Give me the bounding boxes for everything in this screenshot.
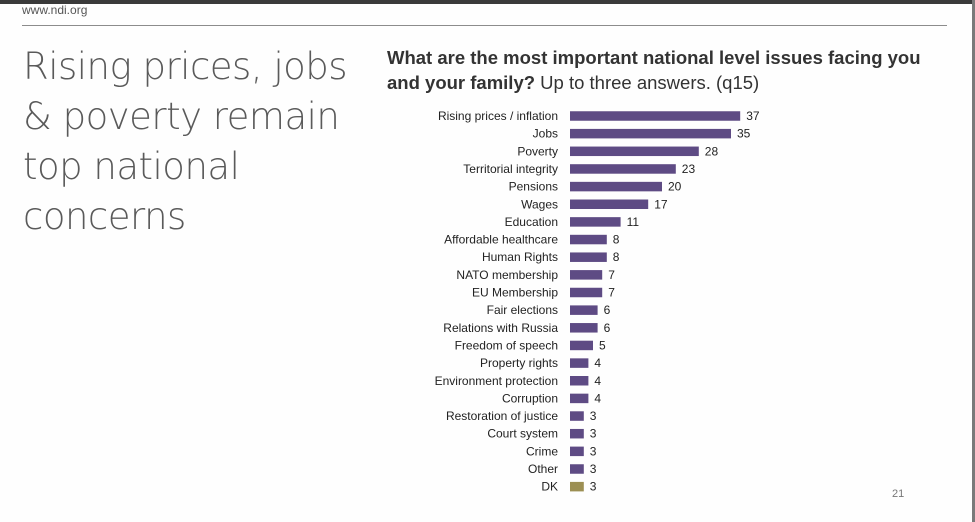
bar-human-rights	[570, 252, 607, 262]
value-label-court-system: 3	[590, 427, 597, 441]
value-label-jobs: 35	[737, 127, 751, 141]
category-label-relations-with-russia: Relations with Russia	[443, 321, 558, 335]
value-label-corruption: 4	[594, 391, 601, 405]
value-label-human-rights: 8	[613, 250, 620, 264]
category-label-education: Education	[505, 215, 558, 229]
window-top-border	[0, 0, 975, 4]
bar-corruption	[570, 393, 589, 404]
bar-relations-with-russia	[570, 323, 598, 333]
category-label-other: Other	[528, 462, 558, 476]
bar-fair-elections	[570, 305, 598, 315]
value-label-territorial-integrity: 23	[682, 162, 696, 176]
bar-dk	[570, 481, 584, 492]
bar-property-rights	[570, 358, 589, 368]
category-label-dk: DK	[541, 480, 558, 494]
value-label-nato-membership: 7	[608, 268, 615, 282]
category-label-property-rights: Property rights	[480, 356, 558, 370]
value-label-dk: 3	[590, 480, 597, 494]
value-label-restoration-of-justice: 3	[590, 409, 597, 423]
bar-poverty	[570, 146, 699, 157]
window-right-border	[972, 0, 975, 522]
bar-wages	[570, 199, 649, 209]
bar-other	[570, 464, 584, 474]
value-label-rising-prices-inflation: 37	[746, 109, 760, 123]
value-label-fair-elections: 6	[604, 303, 611, 317]
value-label-property-rights: 4	[594, 356, 601, 370]
category-label-rising-prices-inflation: Rising prices / inflation	[438, 109, 558, 123]
bar-restoration-of-justice	[570, 411, 584, 421]
category-label-crime: Crime	[526, 444, 558, 458]
category-label-corruption: Corruption	[502, 391, 558, 405]
slide-headline: Rising prices, jobs & poverty remain top…	[23, 45, 348, 238]
bar-jobs	[570, 128, 731, 139]
bar-nato-membership	[570, 270, 603, 280]
category-label-pensions: Pensions	[509, 180, 558, 194]
category-label-fair-elections: Fair elections	[487, 303, 558, 317]
category-label-territorial-integrity: Territorial integrity	[463, 162, 558, 176]
category-label-human-rights: Human Rights	[482, 250, 558, 264]
bar-affordable-healthcare	[570, 234, 607, 245]
bar-pensions	[570, 181, 662, 192]
category-label-restoration-of-justice: Restoration of justice	[446, 409, 558, 423]
category-label-freedom-of-speech: Freedom of speech	[455, 338, 558, 352]
category-label-poverty: Poverty	[517, 144, 558, 158]
category-label-eu-membership: EU Membership	[472, 286, 558, 300]
value-label-freedom-of-speech: 5	[599, 338, 606, 352]
source-url: www.ndi.org	[22, 3, 88, 17]
page-number: 21	[892, 488, 905, 500]
category-label-affordable-healthcare: Affordable healthcare	[444, 233, 558, 247]
bar-environment-protection	[570, 376, 589, 386]
category-label-jobs: Jobs	[533, 127, 558, 141]
header-divider	[22, 25, 947, 26]
value-label-eu-membership: 7	[608, 286, 615, 300]
value-label-other: 3	[590, 462, 597, 476]
bar-crime	[570, 446, 584, 457]
bar-territorial-integrity	[570, 164, 676, 174]
bar-eu-membership	[570, 287, 603, 298]
bar-freedom-of-speech	[570, 340, 593, 351]
value-label-education: 11	[627, 215, 640, 229]
value-label-poverty: 28	[705, 144, 719, 158]
bar-rising-prices-inflation	[570, 111, 741, 121]
category-label-nato-membership: NATO membership	[456, 268, 558, 282]
value-label-wages: 17	[654, 197, 668, 211]
value-label-affordable-healthcare: 8	[613, 233, 620, 247]
category-label-court-system: Court system	[487, 427, 558, 441]
category-label-environment-protection: Environment protection	[435, 374, 558, 388]
chart-question: What are the most important national lev…	[387, 47, 921, 93]
bar-education	[570, 217, 621, 227]
bar-court-system	[570, 428, 584, 439]
category-label-wages: Wages	[521, 197, 558, 211]
value-label-environment-protection: 4	[594, 374, 601, 388]
value-label-pensions: 20	[668, 180, 682, 194]
chart-title: What are the most important national lev…	[387, 45, 947, 95]
value-label-crime: 3	[590, 444, 597, 458]
value-label-relations-with-russia: 6	[604, 321, 611, 335]
chart-question-note: Up to three answers. (q15)	[540, 72, 760, 93]
